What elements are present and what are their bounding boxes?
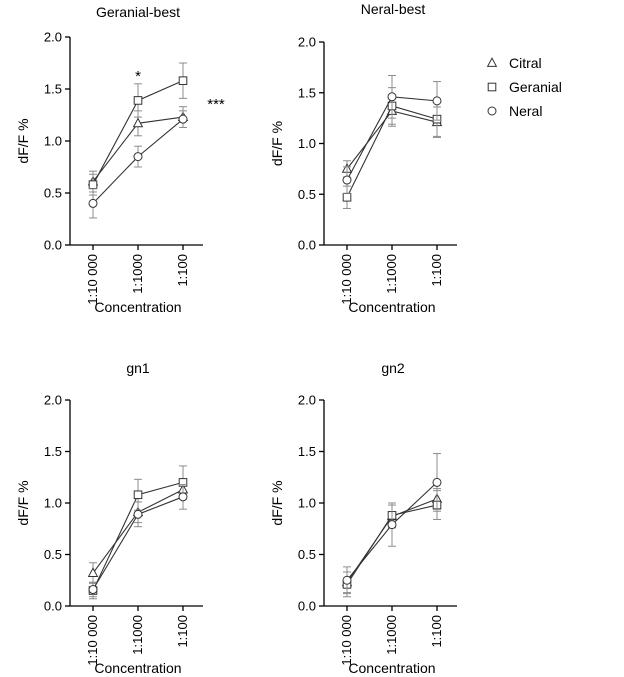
y-axis-label: dF/F % (15, 480, 31, 525)
x-tick-label: 1:100 (175, 254, 190, 287)
y-tick-label: 0.5 (298, 187, 316, 202)
data-point (88, 198, 98, 208)
x-axis-label: Concentration (348, 660, 435, 676)
x-tick-label: 1:1000 (130, 254, 145, 294)
data-point (133, 152, 143, 162)
y-tick-label: 0.0 (44, 238, 62, 253)
y-tick-label: 0.5 (44, 186, 62, 201)
chart-title: Neral-best (361, 1, 426, 17)
y-tick-label: 2.0 (298, 35, 316, 50)
data-point (178, 114, 188, 124)
data-point (342, 175, 352, 185)
significance-marker: * (135, 68, 141, 85)
series-neral (88, 483, 188, 598)
chart-panel-1: Geranial-best 0.0 0.5 1.0 1.5 2.0 1:10 000 1:10… (15, 4, 225, 315)
x-axis-label: Concentration (94, 660, 181, 676)
y-tick-label: 1.5 (298, 444, 316, 459)
y-tick-label: 1.5 (44, 444, 62, 459)
data-point (178, 492, 188, 502)
y-tick-label: 1.0 (44, 134, 62, 149)
series-geranial (88, 465, 188, 600)
x-tick-label: 1:1000 (130, 615, 145, 655)
x-tick-label: 1:1000 (384, 615, 399, 655)
x-tick-label: 1:10 000 (85, 615, 100, 666)
data-point (133, 96, 143, 105)
series-geranial (88, 62, 188, 196)
data-point (387, 92, 397, 102)
x-axis-label: Concentration (348, 299, 435, 315)
y-tick-label: 1.0 (298, 496, 316, 511)
y-tick-label: 0.0 (298, 599, 316, 614)
series-neral (342, 453, 442, 595)
legend-label: Geranial (509, 79, 562, 95)
x-axis-label: Concentration (94, 299, 181, 315)
y-tick-label: 2.0 (44, 393, 62, 408)
legend-label: Citral (509, 55, 542, 71)
legend-marker (486, 57, 498, 67)
data-point (133, 490, 143, 500)
chart-panel-4: gn2 0.0 0.5 1.0 1.5 2.0 1:10 000 1:1000 1:100 dF/… (269, 360, 457, 676)
data-point (133, 509, 143, 519)
chart-title: gn2 (381, 360, 405, 376)
data-point (132, 117, 144, 128)
data-point (387, 520, 397, 530)
x-tick-label: 1:10 000 (339, 254, 354, 305)
y-tick-label: 1.5 (44, 82, 62, 97)
legend-label: Neral (509, 103, 542, 119)
y-axis-label: dF/F % (269, 121, 285, 166)
data-point (87, 567, 99, 577)
y-tick-label: 2.0 (44, 30, 62, 45)
y-tick-label: 0.0 (298, 238, 316, 253)
y-tick-label: 1.0 (44, 496, 62, 511)
y-tick-label: 2.0 (298, 393, 316, 408)
chart-title: gn1 (126, 360, 150, 376)
data-point (432, 96, 442, 106)
chart-title: Geranial-best (96, 4, 180, 20)
x-tick-label: 1:1000 (384, 254, 399, 294)
data-point (342, 192, 352, 202)
legend-marker (487, 106, 497, 116)
significance-marker: *** (207, 96, 225, 113)
x-tick-label: 1:10 000 (339, 615, 354, 666)
y-tick-label: 0.5 (44, 547, 62, 562)
data-point (88, 585, 98, 595)
y-axis-label: dF/F % (269, 480, 285, 525)
series-neral (88, 110, 188, 219)
x-tick-label: 1:100 (175, 615, 190, 648)
chart-panel-2: Neral-best 0.0 0.5 1.0 1.5 2.0 1:10 000 1:1000 1… (269, 1, 457, 315)
legend-item-citral: Citral (486, 55, 542, 71)
y-tick-label: 1.5 (298, 85, 316, 100)
series-neral (342, 74, 442, 194)
chart-panel-3: gn1 0.0 0.5 1.0 1.5 2.0 1:10 000 1:1000 1:100 dF/… (15, 360, 203, 676)
data-point (88, 180, 98, 189)
y-tick-label: 0.0 (44, 599, 62, 614)
x-tick-label: 1:100 (429, 254, 444, 287)
legend-item-geranial: Geranial (487, 79, 562, 95)
legend-item-neral: Neral (487, 103, 542, 119)
y-axis-label: dF/F % (15, 118, 31, 163)
data-point (178, 76, 188, 85)
data-point (432, 477, 442, 487)
y-tick-label: 1.0 (298, 136, 316, 151)
x-tick-label: 1:100 (429, 615, 444, 648)
legend-marker (487, 82, 497, 92)
data-point (342, 575, 352, 585)
legend: Citral Geranial Neral (486, 55, 562, 119)
y-tick-label: 0.5 (298, 547, 316, 562)
x-tick-label: 1:10 000 (85, 254, 100, 305)
